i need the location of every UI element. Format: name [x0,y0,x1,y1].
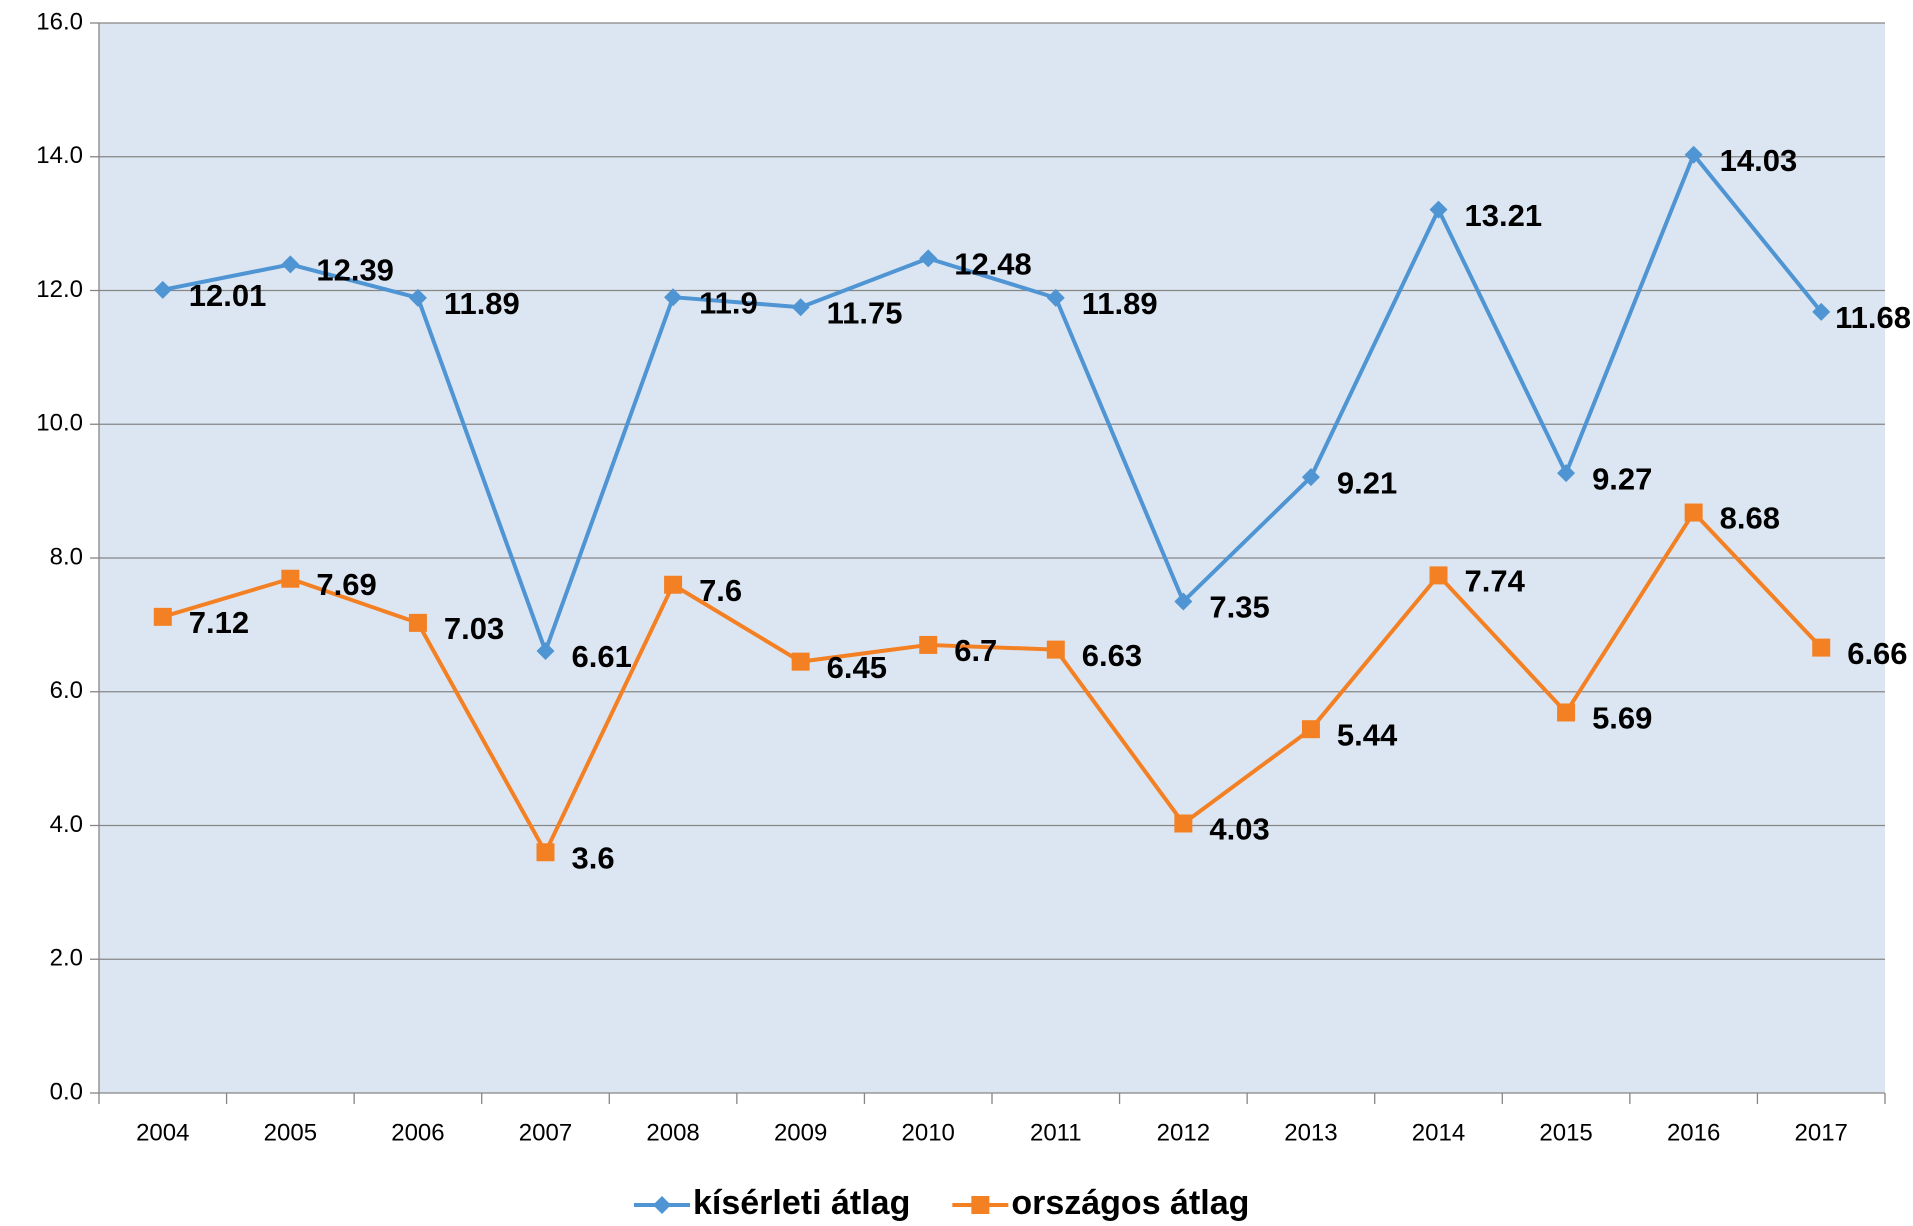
data-label: 6.45 [827,650,887,685]
legend-marker [971,1196,990,1214]
data-label: 6.66 [1847,636,1907,671]
legend-label: országos átlag [1011,1184,1249,1222]
y-tick-label: 4.0 [50,811,83,838]
y-tick-label: 0.0 [50,1078,83,1105]
point [1174,814,1193,833]
series-line [162,152,1823,653]
y-tick-label: 8.0 [50,543,83,570]
x-tick-label: 2007 [519,1119,572,1146]
point [536,843,555,862]
point [153,607,172,626]
x-tick-label: 2008 [646,1119,699,1146]
point [791,298,810,317]
data-label: 7.12 [189,605,249,640]
data-label: 9.21 [1337,465,1397,500]
point [1684,145,1703,164]
point [536,641,555,660]
x-tick-label: 2005 [264,1119,317,1146]
point [1557,703,1576,722]
data-label: 7.74 [1465,564,1526,599]
data-label: 9.27 [1592,461,1652,496]
data-label: 11.68 [1835,300,1911,335]
data-label: 11.9 [699,285,758,320]
point [1429,200,1448,219]
data-label: 12.48 [954,247,1032,282]
y-tick-label: 14.0 [36,142,83,169]
y-tick-label: 16.0 [36,8,83,35]
point [408,613,427,632]
data-label: 8.68 [1720,501,1780,536]
x-tick-label: 2010 [902,1119,955,1146]
point [1301,720,1320,739]
data-label: 4.03 [1209,812,1269,847]
x-tick-label: 2006 [391,1119,444,1146]
y-tick-label: 12.0 [36,276,83,303]
data-label: 6.63 [1082,638,1142,673]
point [153,280,172,299]
legend-label: kísérleti átlag [693,1184,910,1222]
data-label: 11.89 [1082,286,1158,321]
data-label: 5.44 [1337,717,1398,752]
data-label: 6.7 [954,633,997,668]
data-label: 11.89 [444,286,520,321]
point [1174,592,1193,611]
data-label: 3.6 [572,840,615,875]
point [1429,566,1448,585]
point [919,635,938,654]
point [281,255,300,274]
point [1557,464,1576,483]
data-label: 12.39 [316,253,394,288]
x-tick-label: 2009 [774,1119,827,1146]
series-line [162,510,1823,855]
point [1812,638,1831,657]
x-tick-label: 2016 [1667,1119,1720,1146]
data-label: 7.35 [1209,590,1269,625]
data-label: 11.75 [827,295,903,330]
point [1046,640,1065,659]
data-label: 6.61 [572,639,632,674]
x-tick-label: 2015 [1539,1119,1592,1146]
x-tick-label: 2014 [1412,1119,1465,1146]
y-tick-label: 6.0 [50,677,83,704]
x-tick-label: 2017 [1795,1119,1848,1146]
point [919,249,938,268]
point [791,652,810,671]
point [1812,302,1831,321]
point [664,288,683,307]
y-tick-label: 10.0 [36,410,83,437]
data-label: 12.01 [189,278,267,313]
data-label: 14.03 [1720,143,1798,178]
data-label: 7.03 [444,611,504,646]
legend-marker [653,1196,671,1214]
x-tick-label: 2012 [1157,1119,1210,1146]
point [1684,503,1703,522]
data-label: 7.6 [699,573,742,608]
data-label: 5.69 [1592,701,1652,736]
data-label: 13.21 [1465,198,1543,233]
point [408,288,427,307]
point [1046,288,1065,307]
data-label: 7.69 [316,567,376,602]
point [281,569,300,588]
x-tick-label: 2011 [1030,1119,1082,1146]
point [1301,468,1320,487]
x-tick-label: 2013 [1284,1119,1337,1146]
y-tick-label: 2.0 [50,945,83,972]
point [664,575,683,594]
x-tick-label: 2004 [136,1119,189,1146]
